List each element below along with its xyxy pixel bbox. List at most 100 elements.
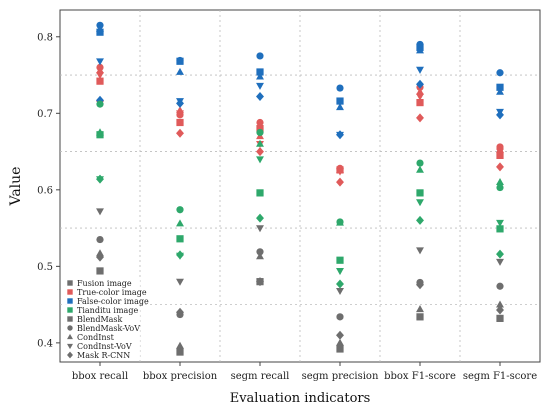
data-point [96,174,104,184]
legend-label: BlendMask-VoV [77,324,140,333]
legend-label: CondInst [77,333,115,342]
data-point [176,118,184,127]
x-axis-ticks: bbox recall bbox precision segm recall segm… [72,362,537,382]
data-point [96,66,104,74]
data-point [176,219,184,227]
legend-label: CondInst-VoV [77,342,132,351]
data-point [176,67,184,75]
data-point [416,189,424,197]
data-point [96,58,104,66]
data-point [336,279,344,289]
legend-label: BlendMask [77,315,123,324]
data-point [416,46,424,54]
data-point [336,338,344,346]
legend-marker [67,333,73,340]
data-point [496,69,504,77]
data-point [176,110,184,118]
data-point [256,52,264,60]
data-point [256,91,264,101]
data-point [496,305,504,315]
y-tick-label: 0.8 [37,32,53,43]
data-points [96,21,504,356]
data-point [416,159,424,167]
data-point [336,168,344,176]
data-point [416,66,424,74]
data-point [256,125,264,133]
data-point [496,83,504,91]
data-point [96,235,104,244]
data-point [416,93,424,101]
data-point [416,113,424,123]
data-point [336,103,344,111]
legend-label: True-color image [77,288,147,297]
data-point [256,128,264,137]
data-point [336,84,344,92]
data-point [496,148,504,156]
y-tick-label: 0.6 [37,185,53,196]
data-point [96,128,104,136]
data-point [496,87,504,95]
data-point [416,165,424,173]
data-point [336,130,344,140]
data-point [416,98,424,107]
legend-marker [67,307,73,313]
data-point [256,82,264,90]
x-tick-label: bbox recall [72,371,128,382]
x-tick-label: segm F1-score [463,371,537,382]
data-point [496,314,504,322]
data-point [256,252,264,260]
data-point [416,313,424,321]
data-point [336,287,344,295]
data-point [256,156,264,164]
y-tick-label: 0.7 [37,109,53,120]
x-tick-label: bbox F1-score [384,371,456,382]
data-point [496,258,504,266]
data-point [496,219,504,227]
data-point [176,348,184,356]
legend-label: Tianditu image [77,306,138,315]
data-point [336,330,344,340]
data-point [416,199,424,207]
data-point [496,282,504,290]
data-point [256,248,264,256]
legend-label: False-color image [77,297,149,306]
x-tick-label: bbox precision [143,371,218,382]
data-point [96,72,104,80]
data-point [256,225,264,233]
data-point [256,189,264,197]
data-point [96,267,104,275]
data-point [176,235,184,243]
data-point [336,256,344,264]
data-point [416,215,424,225]
legend-marker [67,343,73,350]
data-point [496,300,504,308]
data-point [496,225,504,233]
data-point [336,218,344,226]
data-point [496,110,504,120]
legend-marker [67,316,73,322]
data-point [336,268,344,276]
data-point [176,278,184,286]
x-tick-label: segm precision [302,371,379,382]
data-point [496,162,504,172]
legend-label: Fusion image [77,279,132,288]
data-point [256,213,264,223]
data-point [336,313,344,321]
data-point [96,28,104,36]
data-point [176,128,184,138]
y-axis-ticks: 0.4 0.5 0.6 0.7 0.8 [37,32,60,349]
x-tick-label: segm recall [231,371,290,382]
legend-marker [67,298,73,304]
legend-marker [67,325,73,331]
data-point [96,77,104,85]
data-point [256,147,264,157]
data-point [176,56,184,65]
data-point [336,345,344,353]
data-point [416,280,424,290]
data-point [496,183,504,192]
data-point [416,247,424,255]
data-point [496,178,504,186]
data-point [176,250,184,260]
